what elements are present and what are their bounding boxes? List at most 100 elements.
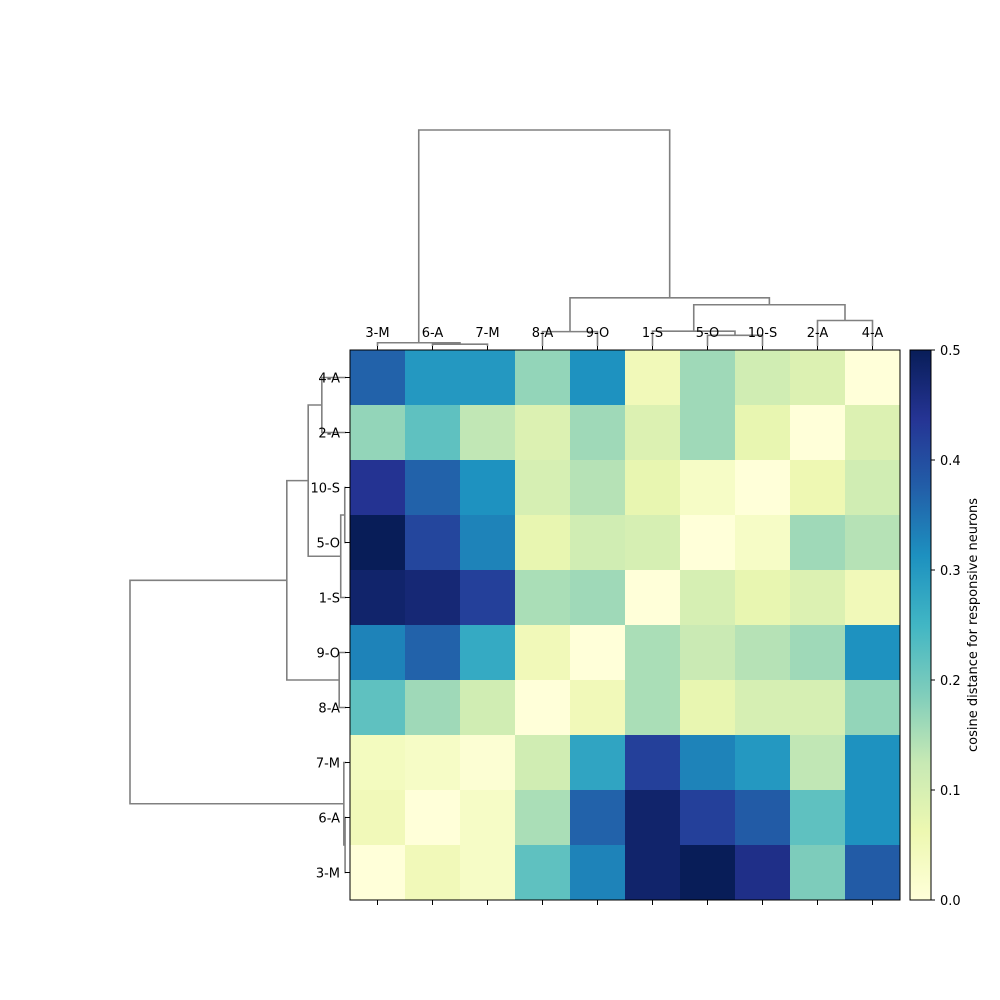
column-dendrogram	[376, 129, 874, 346]
heatmap-cell-7-M-7-M	[460, 735, 516, 791]
colorbar-tick-label: 0.4	[940, 454, 961, 469]
heatmap-cell-3-M-1-S	[625, 845, 681, 901]
column-label: 4-A	[862, 326, 884, 341]
heatmap-cell-3-M-9-O	[570, 845, 626, 901]
heatmap-cell-10-S-5-O	[680, 460, 736, 516]
heatmap-cell-8-A-2-A	[790, 680, 846, 736]
heatmap-cell-5-O-5-O	[680, 515, 736, 571]
heatmap-frame	[349, 349, 901, 901]
heatmap-cell-6-A-6-A	[405, 790, 461, 846]
column-dendrogram-link	[417, 129, 671, 343]
heatmap-cell-7-M-8-A	[515, 735, 571, 791]
heatmap-cell-9-O-3-M	[350, 625, 406, 681]
heatmap-cell-5-O-6-A	[405, 515, 461, 571]
heatmap-cell-3-M-2-A	[790, 845, 846, 901]
heatmap-cell-1-S-2-A	[790, 570, 846, 626]
heatmap-cell-4-A-6-A	[405, 350, 461, 406]
row-dendrogram	[129, 376, 346, 874]
heatmap-cell-10-S-2-A	[790, 460, 846, 516]
column-label: 8-A	[532, 326, 554, 341]
heatmap-cell-1-S-6-A	[405, 570, 461, 626]
heatmap-cell-4-A-9-O	[570, 350, 626, 406]
heatmap-cell-9-O-5-O	[680, 625, 736, 681]
row-label: 6-A	[318, 812, 340, 827]
heatmap-cell-8-A-4-A	[845, 680, 901, 736]
heatmap-cell-2-A-9-O	[570, 405, 626, 461]
heatmap-cell-1-S-8-A	[515, 570, 571, 626]
heatmap-cell-1-S-4-A	[845, 570, 901, 626]
column-label: 7-M	[475, 326, 499, 341]
heatmap-cell-5-O-7-M	[460, 515, 516, 571]
heatmap-cell-6-A-8-A	[515, 790, 571, 846]
heatmap-cell-4-A-10-S	[735, 350, 791, 406]
heatmap-cell-2-A-6-A	[405, 405, 461, 461]
heatmap-cell-5-O-10-S	[735, 515, 791, 571]
colorbar-tick-label: 0.1	[940, 784, 961, 799]
row-label: 4-A	[318, 372, 340, 387]
column-label: 10-S	[748, 326, 778, 341]
heatmap-cell-4-A-3-M	[350, 350, 406, 406]
heatmap-cell-6-A-5-O	[680, 790, 736, 846]
heatmap-cell-7-M-4-A	[845, 735, 901, 791]
heatmap-cell-5-O-3-M	[350, 515, 406, 571]
heatmap-cell-8-A-1-S	[625, 680, 681, 736]
heatmap-cell-2-A-5-O	[680, 405, 736, 461]
heatmap-cell-3-M-7-M	[460, 845, 516, 901]
heatmap-cell-3-M-4-A	[845, 845, 901, 901]
colorbar-tick-label: 0.0	[940, 894, 961, 909]
row-label: 7-M	[316, 757, 340, 772]
heatmap-cell-9-O-4-A	[845, 625, 901, 681]
heatmap-cell-7-M-10-S	[735, 735, 791, 791]
heatmap-cell-2-A-8-A	[515, 405, 571, 461]
heatmap-cell-6-A-9-O	[570, 790, 626, 846]
heatmap-cell-4-A-7-M	[460, 350, 516, 406]
heatmap-cell-4-A-4-A	[845, 350, 901, 406]
heatmap-cell-9-O-8-A	[515, 625, 571, 681]
heatmap-cell-3-M-6-A	[405, 845, 461, 901]
heatmap-cell-10-S-8-A	[515, 460, 571, 516]
row-label: 2-A	[318, 427, 340, 442]
heatmap-cell-3-M-10-S	[735, 845, 791, 901]
row-dendrogram-link	[343, 486, 346, 544]
row-label: 9-O	[316, 647, 340, 662]
colorbar-tick-label: 0.3	[940, 564, 961, 579]
colorbar-tick-label: 0.5	[940, 344, 961, 359]
heatmap-cells	[350, 350, 901, 901]
heatmap-cell-9-O-6-A	[405, 625, 461, 681]
heatmap-cell-9-O-1-S	[625, 625, 681, 681]
column-dendrogram-link	[651, 330, 736, 346]
row-label: 10-S	[311, 482, 341, 497]
heatmap-cell-10-S-1-S	[625, 460, 681, 516]
heatmap-cell-9-O-2-A	[790, 625, 846, 681]
heatmap-cell-8-A-10-S	[735, 680, 791, 736]
heatmap-cell-4-A-2-A	[790, 350, 846, 406]
heatmap-cell-1-S-1-S	[625, 570, 681, 626]
heatmap-cell-10-S-4-A	[845, 460, 901, 516]
heatmap-cell-10-S-9-O	[570, 460, 626, 516]
heatmap-cell-1-S-10-S	[735, 570, 791, 626]
heatmap-cell-1-S-3-M	[350, 570, 406, 626]
column-label: 6-A	[422, 326, 444, 341]
heatmap-cell-1-S-5-O	[680, 570, 736, 626]
heatmap-cell-6-A-1-S	[625, 790, 681, 846]
row-dendrogram-link	[129, 579, 344, 805]
heatmap-cell-10-S-6-A	[405, 460, 461, 516]
heatmap-cell-8-A-9-O	[570, 680, 626, 736]
heatmap-cell-7-M-6-A	[405, 735, 461, 791]
heatmap-cell-7-M-9-O	[570, 735, 626, 791]
column-label: 3-M	[365, 326, 389, 341]
heatmap-cell-7-M-1-S	[625, 735, 681, 791]
heatmap-cell-2-A-10-S	[735, 405, 791, 461]
heatmap-cell-8-A-8-A	[515, 680, 571, 736]
colorbar-tick-label: 0.2	[940, 674, 961, 689]
row-dendrogram-link	[344, 816, 346, 874]
heatmap-cell-9-O-7-M	[460, 625, 516, 681]
heatmap-cell-10-S-3-M	[350, 460, 406, 516]
heatmap-cell-2-A-1-S	[625, 405, 681, 461]
column-label: 1-S	[642, 326, 663, 341]
heatmap-cell-6-A-10-S	[735, 790, 791, 846]
colorbar-gradient	[909, 349, 932, 901]
heatmap-cell-4-A-8-A	[515, 350, 571, 406]
heatmap-cell-6-A-3-M	[350, 790, 406, 846]
